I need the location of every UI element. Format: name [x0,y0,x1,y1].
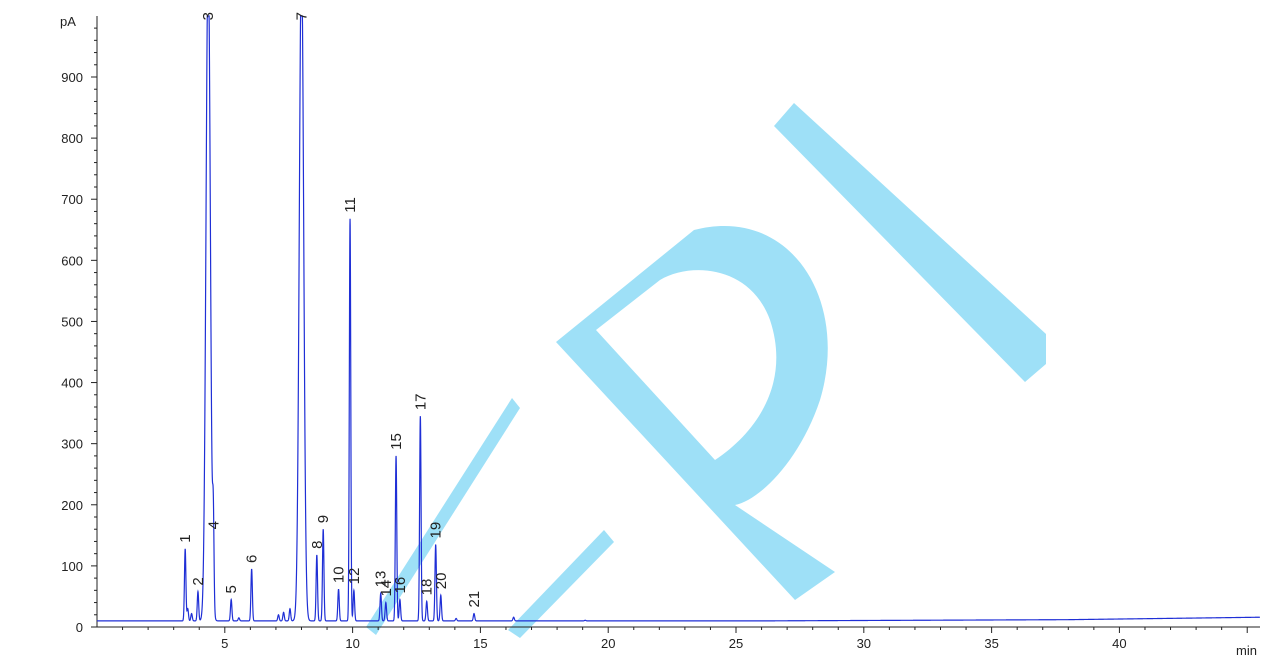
y-tick-label: 100 [61,559,83,574]
peak-label: 12 [346,568,363,585]
y-tick-label: 400 [61,376,83,391]
peak-label: 8 [309,541,326,549]
peak-label: 7 [293,12,310,20]
watermark-letter-p [556,225,835,600]
x-tick-label: 20 [601,636,615,651]
y-tick-label: 500 [61,314,83,329]
x-tick-label: 5 [221,636,228,651]
x-tick-label: 25 [729,636,743,651]
peak-label: 6 [244,555,261,563]
axes [96,16,1260,628]
peak-label: 15 [388,433,405,450]
y-tick-label: 700 [61,192,83,207]
peak-label: 1 [177,534,194,542]
peak-label: 21 [466,591,483,608]
watermark-stroke-mid [508,530,614,638]
peak-label: 3 [200,12,217,20]
x-tick-label: 10 [345,636,359,651]
peak-label: 19 [428,522,445,539]
watermark-letter-l [774,103,1046,382]
y-tick-label: 300 [61,437,83,452]
peak-label: 14 [378,580,395,597]
x-tick-label: 40 [1112,636,1126,651]
x-tick-label: 30 [857,636,871,651]
y-tick-label: 0 [76,620,83,635]
peak-label: 16 [392,577,409,594]
peak-label: 2 [190,577,207,585]
peak-label: 13 [373,571,390,588]
chromatogram-trace [97,15,1260,622]
watermark [366,103,1046,638]
x-tick-label: 35 [984,636,998,651]
x-tick-label: 15 [473,636,487,651]
y-tick-label: 200 [61,498,83,513]
y-axis-label: pA [60,14,76,29]
peak-label: 4 [205,521,222,529]
x-axis: 5 10 15 20 25 30 35 40 [122,627,1248,651]
peak-label: 9 [315,515,332,523]
peak-label: 5 [223,585,240,593]
watermark-stroke-left [366,398,520,635]
peak-label: 20 [433,573,450,590]
peak-label: 18 [419,579,436,596]
y-tick-label: 900 [61,70,83,85]
y-tick-label: 800 [61,131,83,146]
x-axis-label: min [1236,643,1257,658]
y-axis: 0 100 200 300 400 500 600 700 800 900 [61,27,97,635]
peak-label: 11 [342,197,359,213]
y-tick-label: 600 [61,253,83,268]
peak-label: 10 [331,566,348,583]
peak-label: 17 [412,393,429,410]
